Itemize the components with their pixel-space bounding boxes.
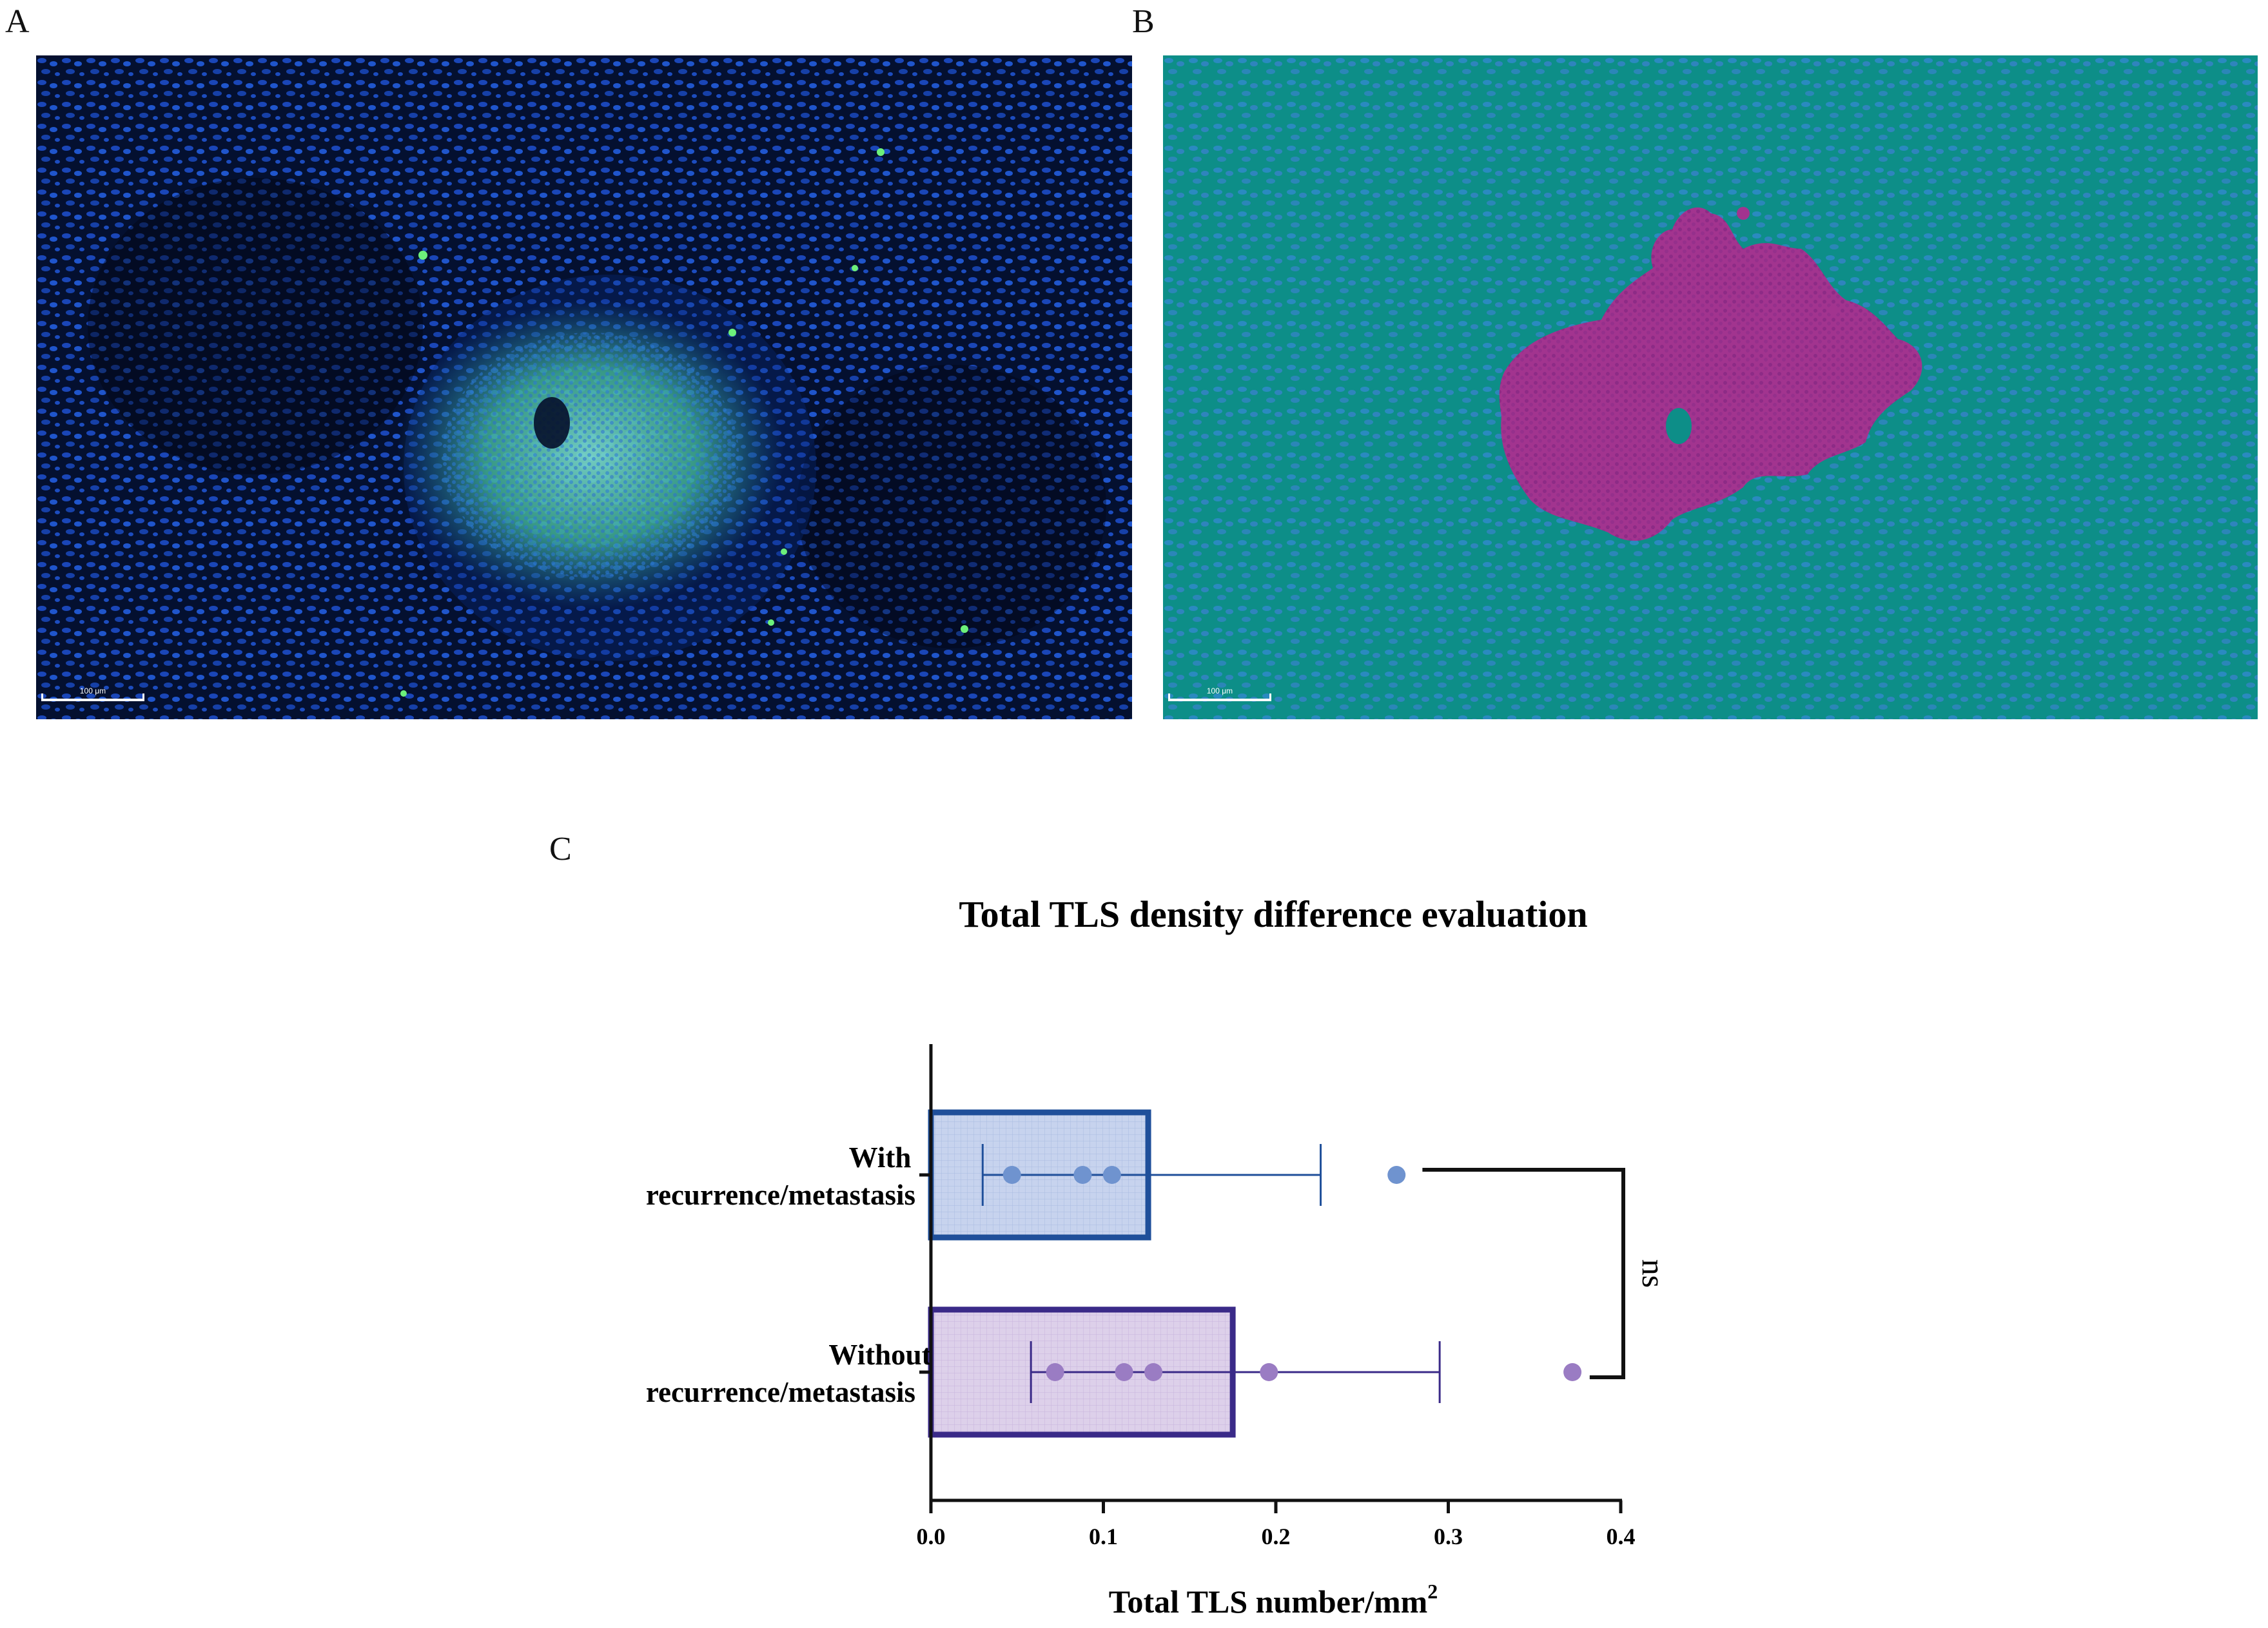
data-point-with-0 bbox=[1002, 1166, 1021, 1184]
micrograph-a: 100 μm bbox=[36, 55, 1132, 719]
data-point-with-3 bbox=[1387, 1166, 1406, 1184]
bar-chart-svg: Total TLS density difference evaluation … bbox=[646, 893, 1672, 1620]
significance-label: ns bbox=[1636, 1259, 1672, 1288]
x-tick-label-4: 0.4 bbox=[1607, 1524, 1636, 1549]
data-point-with-1 bbox=[1073, 1166, 1092, 1184]
data-point-without-3 bbox=[1260, 1363, 1278, 1381]
data-point-without-4 bbox=[1563, 1363, 1582, 1381]
micrograph-b: 100 μm bbox=[1163, 55, 2258, 719]
category-label-with-line-0: With bbox=[849, 1141, 912, 1174]
significance-bracket bbox=[1422, 1168, 1625, 1379]
panel-letter-a: A bbox=[5, 3, 30, 40]
x-tick-label-3: 0.3 bbox=[1434, 1524, 1463, 1549]
x-axis-title: Total TLS number/mm2 bbox=[1109, 1580, 1438, 1620]
panel-letter-c: C bbox=[549, 831, 572, 867]
x-axis-title-superscript: 2 bbox=[1427, 1580, 1438, 1603]
x-tick-label-2: 0.2 bbox=[1262, 1524, 1291, 1549]
data-point-without-0 bbox=[1046, 1363, 1064, 1381]
x-tick-label-0: 0.0 bbox=[917, 1524, 946, 1549]
chart-c: Total TLS density difference evaluation … bbox=[0, 799, 2268, 1628]
chart-title: Total TLS density difference evaluation bbox=[959, 893, 1587, 935]
scalebar-label-b: 100 μm bbox=[1207, 686, 1233, 695]
data-point-without-2 bbox=[1144, 1363, 1163, 1381]
category-label-without-line-1: recurrence/metastasis bbox=[646, 1376, 915, 1408]
data-point-without-1 bbox=[1115, 1363, 1133, 1381]
scalebar-label-a: 100 μm bbox=[80, 686, 106, 695]
panel-letter-b: B bbox=[1132, 3, 1155, 40]
x-tick-label-1: 0.1 bbox=[1089, 1524, 1118, 1549]
category-label-without-line-0: Without bbox=[828, 1339, 931, 1371]
data-point-with-2 bbox=[1102, 1166, 1121, 1184]
x-axis-title-text: Total TLS number/mm bbox=[1109, 1584, 1428, 1620]
category-label-with-line-1: recurrence/metastasis bbox=[646, 1179, 915, 1211]
